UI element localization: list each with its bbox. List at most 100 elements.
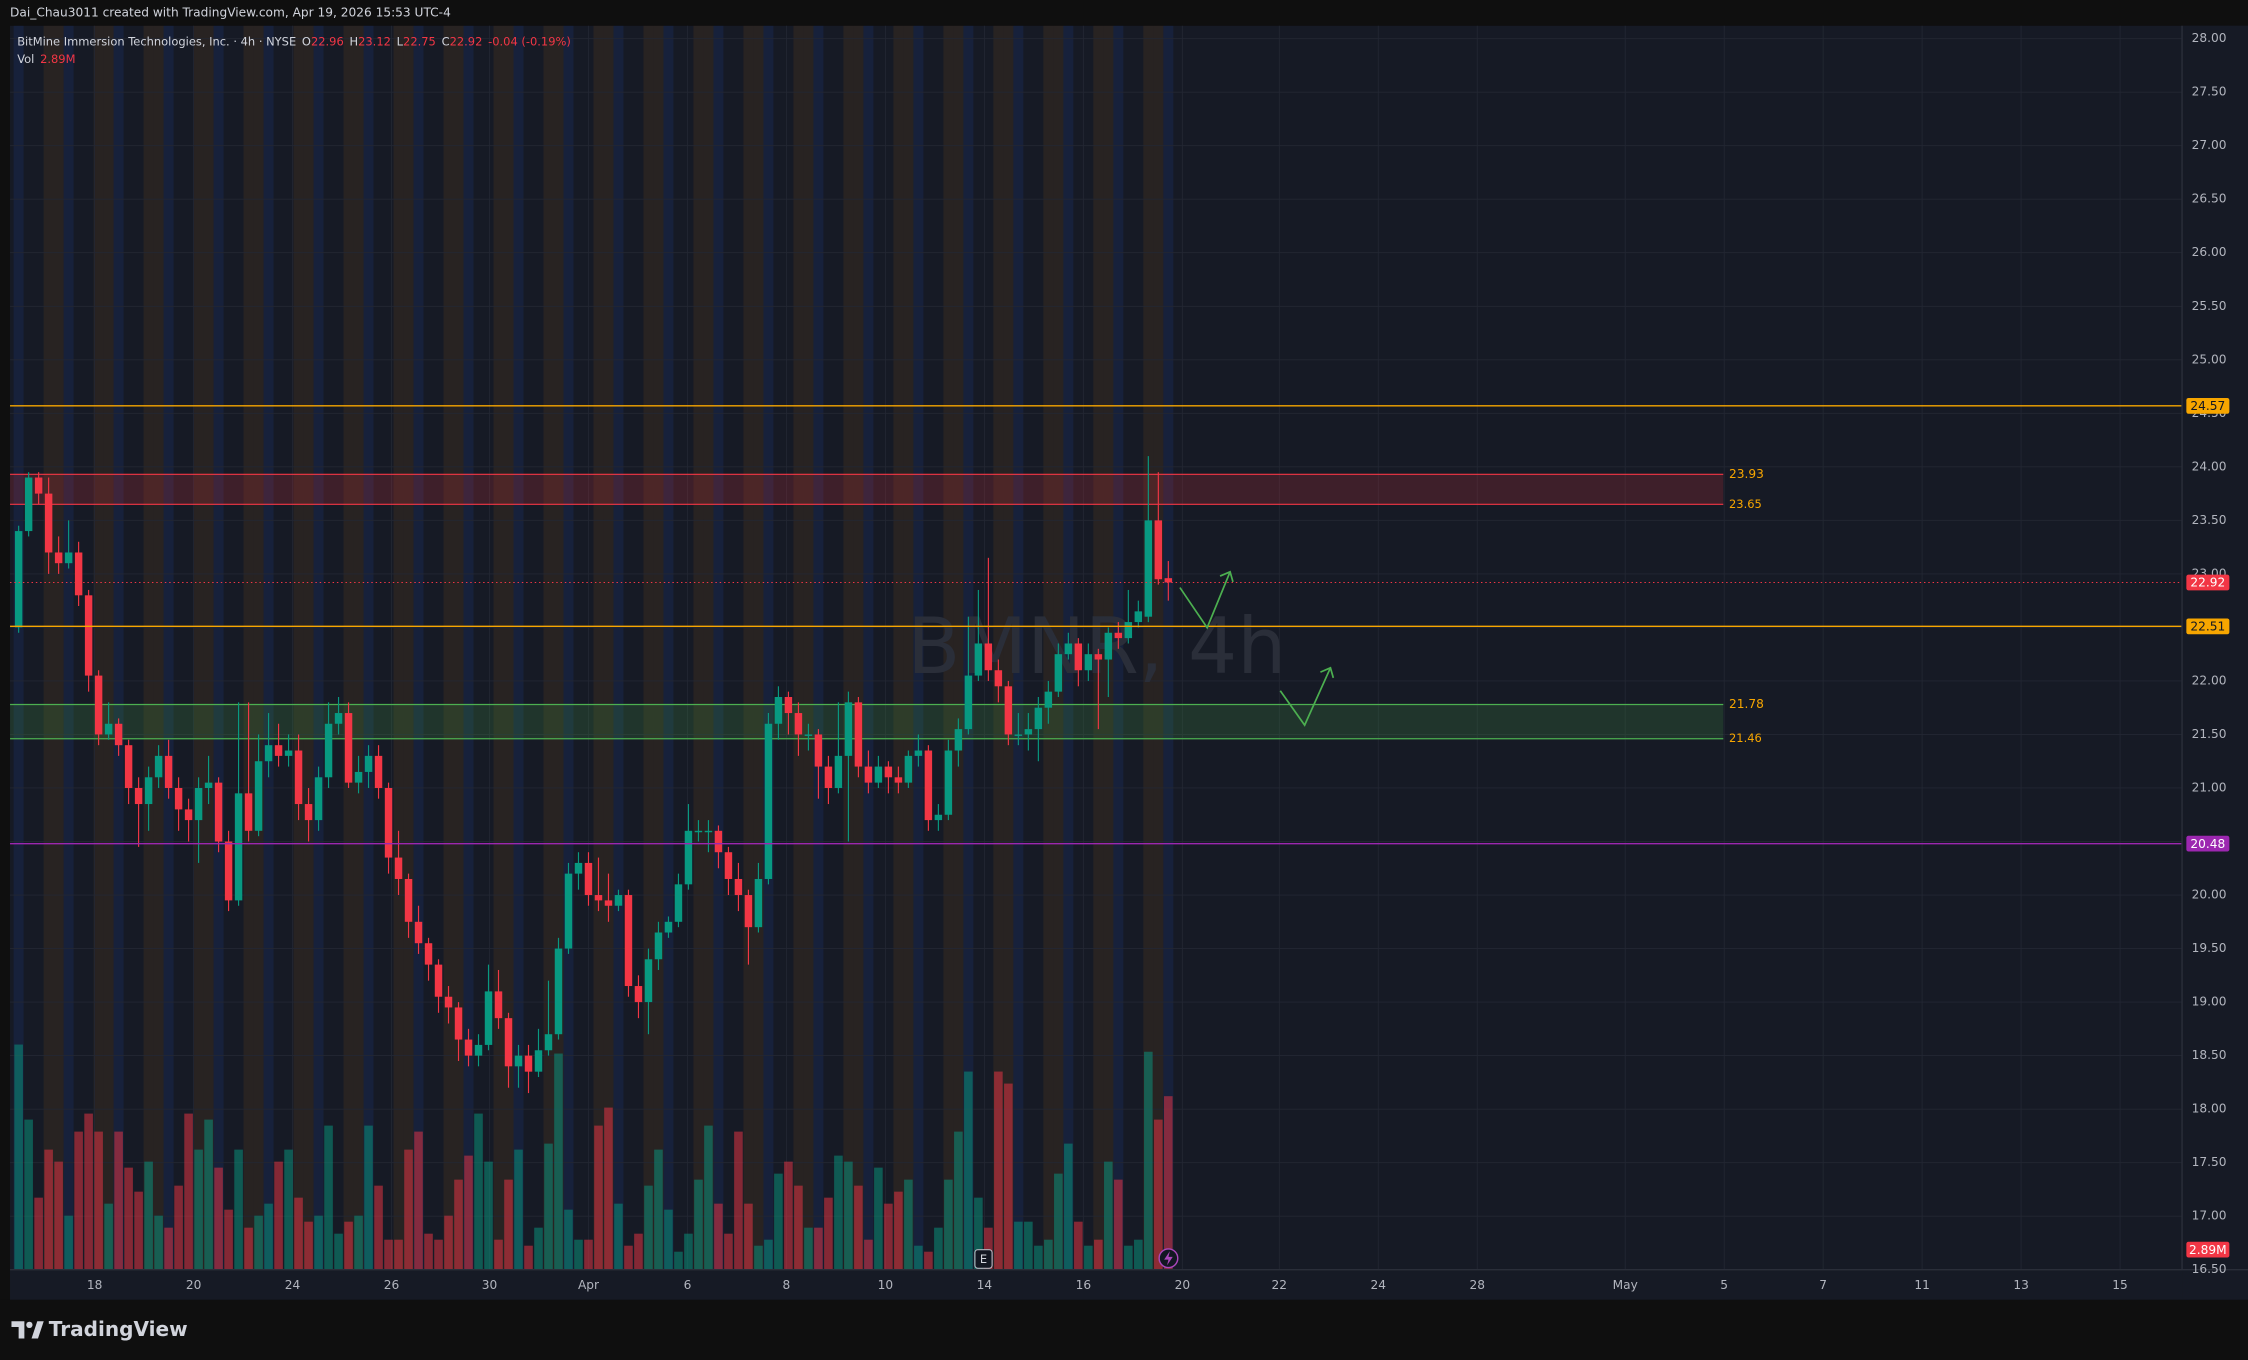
volume-bar: [1024, 1221, 1033, 1270]
candle-body: [434, 964, 443, 997]
candle-body: [544, 1034, 553, 1051]
session-stripe: [293, 25, 304, 1270]
candle-body: [774, 696, 783, 724]
volume-bar: [1104, 1161, 1113, 1270]
session-stripe: [1153, 25, 1164, 1270]
candle-body: [824, 766, 833, 788]
close-value: 22.92: [450, 34, 483, 48]
volume-bar: [1004, 1083, 1013, 1270]
x-tick-label: 13: [2013, 1278, 2029, 1292]
volume-bar: [704, 1125, 713, 1270]
volume-bar: [934, 1227, 943, 1270]
level-label-box: [2186, 618, 2230, 635]
session-stripe: [913, 25, 924, 1270]
candle-body: [514, 1055, 523, 1067]
zone-bottom-label: 23.65: [1729, 497, 1762, 511]
volume-bar: [74, 1131, 83, 1270]
volume-bar: [594, 1125, 603, 1270]
y-tick-label: 21.50: [2192, 727, 2227, 741]
high-letter: H: [349, 34, 358, 48]
x-tick-label: 30: [482, 1278, 498, 1292]
candle-body: [374, 755, 383, 788]
candle-body: [974, 643, 983, 676]
volume-bar: [494, 1239, 503, 1270]
candle-body: [924, 750, 933, 821]
x-tick-label: 16: [1076, 1278, 1092, 1292]
y-tick-label: 25.00: [2192, 352, 2227, 366]
candle-body: [114, 723, 123, 746]
x-tick-label: 28: [1469, 1278, 1485, 1292]
candle-body: [794, 713, 803, 735]
volume-bar: [174, 1185, 183, 1270]
candle-body: [1034, 707, 1043, 730]
session-stripe: [453, 25, 464, 1270]
volume-bar: [224, 1209, 233, 1270]
session-stripe: [613, 25, 624, 1270]
x-tick-label: 15: [2112, 1278, 2128, 1292]
earnings-letter: E: [980, 1252, 987, 1266]
y-tick-label: 19.00: [2192, 995, 2227, 1009]
volume-bar: [994, 1071, 1003, 1270]
session-stripe: [903, 25, 914, 1270]
session-stripe: [1093, 25, 1104, 1270]
volume-value: 2.89M: [40, 51, 75, 65]
session-stripe: [803, 25, 814, 1270]
volume-bar: [434, 1239, 443, 1270]
candle-body: [334, 713, 343, 724]
candle-body: [604, 900, 613, 906]
candle-body: [714, 830, 723, 853]
volume-bar: [194, 1149, 203, 1270]
candle-body: [1024, 729, 1033, 735]
volume-bars: [14, 1044, 1173, 1270]
session-stripe: [813, 25, 824, 1270]
level-label: 20.48: [2190, 837, 2225, 851]
time-axis: 18 20 24 26 30 Apr 6 8 10 14 16 20 22 24 28 May 5 7 11 13 15: [87, 1278, 2128, 1292]
brand-logo: [11, 1321, 44, 1339]
candle-body: [124, 745, 133, 788]
y-tick-label: 21.00: [2192, 780, 2227, 794]
candle-body: [524, 1055, 533, 1072]
zone-top-label: 23.93: [1729, 467, 1764, 481]
candle-body: [834, 755, 843, 788]
session-stripe: [593, 25, 604, 1270]
candle-body: [994, 670, 1003, 687]
candle-body: [464, 1039, 473, 1056]
chart-background: [10, 25, 2248, 1300]
candle-body: [144, 777, 153, 805]
candle-body: [854, 702, 863, 767]
candle-body: [204, 782, 213, 788]
candle-body: [1104, 632, 1113, 660]
candle-body: [694, 830, 703, 833]
event-icon: [1158, 1248, 1179, 1269]
volume-bar: [244, 1227, 253, 1270]
session-stripe: [193, 25, 204, 1270]
x-tick-label: 14: [977, 1278, 993, 1292]
volume-bar: [264, 1203, 273, 1270]
session-stripe: [353, 25, 364, 1270]
session-stripe: [243, 25, 254, 1270]
volume-bar: [784, 1161, 793, 1270]
candle-body: [74, 552, 83, 596]
volume-bar: [914, 1245, 923, 1270]
session-stripe: [703, 25, 714, 1270]
candle-body: [844, 702, 853, 756]
candle-body: [224, 841, 233, 901]
session-stripe: [863, 25, 874, 1270]
candles: [14, 456, 1173, 1094]
session-stripe: [43, 25, 54, 1270]
volume-bar: [524, 1245, 533, 1270]
volume-bar: [1034, 1245, 1043, 1270]
level-label-box: [2186, 835, 2230, 852]
volume-bar: [1154, 1119, 1163, 1270]
volume-bar: [824, 1197, 833, 1270]
y-tick-label: 25.50: [2192, 299, 2227, 313]
session-stripe: [63, 25, 74, 1270]
y-tick-label: 20.00: [2192, 888, 2227, 902]
candle-body: [614, 895, 623, 906]
candle-body: [254, 761, 263, 831]
price-axis-background: [2182, 25, 2248, 1300]
volume-bar: [274, 1161, 283, 1270]
x-tick-label: 20: [186, 1278, 202, 1292]
level-label-box: [2186, 397, 2230, 414]
volume-bar: [1064, 1143, 1073, 1270]
